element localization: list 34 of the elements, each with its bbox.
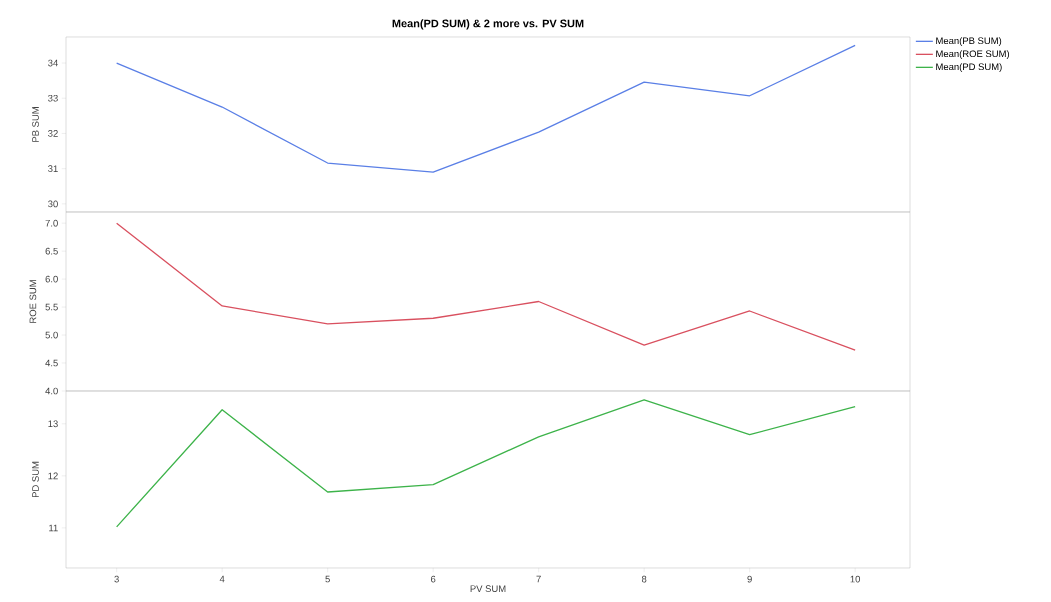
y-tick-label: 13 [48, 420, 58, 428]
y-tick-label: 6.5 [45, 247, 58, 255]
line-series [116, 399, 856, 528]
y-tick-label: 31 [48, 165, 58, 173]
legend-label: Mean(ROE SUM) [936, 50, 1010, 59]
line-series [116, 44, 856, 173]
y-tick-label: 12 [48, 472, 58, 480]
x-axis-title: PV SUM [470, 585, 506, 592]
line-series [116, 222, 856, 351]
x-tick-label: 5 [325, 575, 330, 583]
x-tick-label: 9 [747, 575, 752, 583]
legend-label: Mean(PB SUM) [936, 37, 1002, 46]
y-axis-title: ROE SUM [29, 280, 37, 323]
y-tick-label: 7.0 [45, 219, 58, 227]
y-tick-label: 30 [48, 200, 58, 208]
y-tick-label: 5.5 [45, 303, 58, 311]
x-tick-label: 4 [219, 575, 225, 583]
y-tick-label: 4.5 [45, 359, 58, 367]
y-tick-label: 32 [48, 130, 58, 137]
y-tick-label: 33 [48, 94, 58, 102]
y-axis-title: PD SUM [32, 461, 39, 498]
legend-label: Mean(PD SUM) [936, 63, 1002, 72]
x-tick-label: 6 [431, 575, 436, 583]
x-tick-label: 8 [641, 575, 647, 583]
y-tick-label: 6.0 [45, 275, 58, 283]
y-tick-label: 11 [49, 524, 58, 532]
y-axis-title: PB SUM [32, 107, 39, 142]
chart-title: Mean(PD SUM) & 2 more vs. PV SUM [392, 19, 584, 30]
y-tick-label: 4.0 [45, 387, 58, 395]
y-tick-label: 5.0 [45, 331, 58, 339]
x-tick-label: 10 [850, 575, 861, 583]
y-tick-label: 34 [48, 59, 58, 67]
x-tick-label: 7 [536, 575, 541, 583]
x-tick-label: 3 [114, 575, 119, 583]
